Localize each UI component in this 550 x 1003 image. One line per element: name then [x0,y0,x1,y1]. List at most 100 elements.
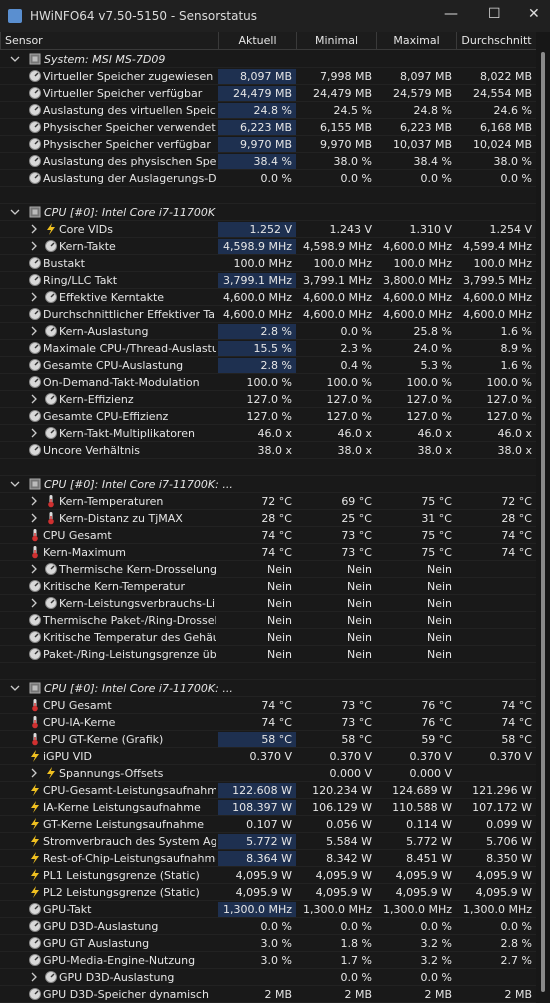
sensor-value: 0.0 % [340,172,372,185]
sensor-value: 1,300.0 MHz [218,902,296,917]
group-row[interactable]: CPU [#0]: Intel Core i7-11700K: ... [0,476,536,493]
sensor-row[interactable]: Thermische Paket-/Ring-Drosselung Nein Nei… [0,612,536,629]
sensor-row[interactable]: Physischer Speicher verwendet 6,223 MB 6,1… [0,119,536,136]
sensor-row[interactable]: Gesamte CPU-Effizienz 127.0 % 127.0 % 127.0… [0,408,536,425]
sensor-row[interactable]: iGPU VID 0.370 V 0.370 V 0.370 V 0.370 V [0,748,536,765]
sensor-row[interactable]: GPU D3D-Auslastung 0.0 % 0.0 % 0.0 % 0.0 % [0,918,536,935]
sensor-value: 74 °C [261,546,292,559]
sensor-row[interactable]: Uncore Verhältnis 38.0 x 38.0 x 38.0 x 38.0 … [0,442,536,459]
sensor-label: CPU GT-Kerne (Grafik) [43,733,164,746]
sensor-value: 8.451 W [406,852,452,865]
sensor-row[interactable]: Auslastung des virtuellen Speichers24.8 … [0,102,536,119]
sensor-row[interactable]: CPU-IA-Kerne 74 °C 73 °C 76 °C 74 °C [0,714,536,731]
sensor-row[interactable]: GPU-Takt 1,300.0 MHz 1,300.0 MHz 1,300.0 MH… [0,901,536,918]
sensor-value: 74 °C [261,716,292,729]
sensor-value: 38.0 % [333,155,372,168]
sensor-row[interactable]: Kern-Maximum 74 °C 73 °C 75 °C 74 °C [0,544,536,561]
sensor-row[interactable]: Rest-of-Chip-Leistungsaufnahme 8.364 W 8.3… [0,850,536,867]
sensor-value: 5.772 W [218,834,296,849]
sensor-label: CPU Gesamt [43,529,112,542]
sensor-row[interactable]: Kern-Temperaturen 72 °C 69 °C 75 °C 72 °C [0,493,536,510]
c-icon [29,342,41,354]
sensor-value: 0.0 % [260,920,292,933]
g-icon [29,682,41,694]
sensor-row[interactable]: Gesamte CPU-Auslastung 2.8 % 0.4 % 5.3 % 1.6… [0,357,536,374]
sensor-row[interactable]: Auslastung der Auslagerungs-Datei 0.0 % 0.… [0,170,536,187]
sensor-row[interactable]: GPU D3D-Speicher dynamisch 2 MB 2 MB 2 MB 2 … [0,986,536,1003]
sensor-row[interactable]: Physischer Speicher verfügbar 9,970 MB 9,9… [0,136,536,153]
sensor-row[interactable]: Kern-Takt-Multiplikatoren 46.0 x 46.0 x 46.… [0,425,536,442]
group-row[interactable]: System: MSI MS-7D09 [0,51,536,68]
sensor-value: 72 °C [501,495,532,508]
sensor-row[interactable]: PL2 Leistungsgrenze (Static) 4,095.9 W 4,0… [0,884,536,901]
sensor-value: Nein [266,563,292,576]
sensor-row[interactable]: Paket-/Ring-Leistungsgrenze übe... Nein Ne… [0,646,536,663]
sensor-value: 4,095.9 W [235,869,292,882]
sensor-row[interactable]: Kern-Distanz zu TjMAX 28 °C 25 °C 31 °C 28 °… [0,510,536,527]
maximize-button[interactable]: ☐ [488,6,501,22]
b-icon [31,852,39,864]
b-icon [31,801,39,813]
sensor-row[interactable]: GT-Kerne Leistungsaufnahme 0.107 W 0.056 W… [0,816,536,833]
group-row[interactable]: CPU [#0]: Intel Core i7-11700K [0,204,536,221]
sensor-row[interactable]: Spannungs-Offsets 0.000 V 0.000 V [0,765,536,782]
sensor-row[interactable]: Kern-Auslastung 2.8 % 0.0 % 25.8 % 1.6 % [0,323,536,340]
sensor-row[interactable]: Kritische Kern-Temperatur Nein Nein Nein [0,578,536,595]
sensor-row[interactable]: CPU Gesamt 74 °C 73 °C 76 °C 74 °C [0,697,536,714]
scroll-thumb[interactable] [541,52,545,992]
sensor-row[interactable]: Effektive Kerntakte 4,600.0 MHz 4,600.0 MH… [0,289,536,306]
sensor-value: 3,799.5 MHz [462,274,532,287]
sensor-row[interactable]: Thermische Kern-Drosselung Nein Nein Nein [0,561,536,578]
sensor-value: 74 °C [261,529,292,542]
column-title[interactable]: Maximal [376,32,456,49]
sensor-row[interactable]: IA-Kerne Leistungsaufnahme 108.397 W 106.1… [0,799,536,816]
sensor-row[interactable]: PL1 Leistungsgrenze (Static) 4,095.9 W 4,0… [0,867,536,884]
sensor-value: 100.0 % [326,376,372,389]
group-title: CPU [#0]: Intel Core i7-11700K [44,206,216,219]
sensor-value: 46.0 x [417,427,453,440]
sensor-value: 0.000 V [329,767,372,780]
sensor-row[interactable]: Durchschnittlicher Effektiver Takt 4,600.… [0,306,536,323]
sensor-row[interactable]: Stromverbrauch des System Agent5.772 W5.… [0,833,536,850]
minimize-button[interactable]: — [444,6,458,22]
column-title[interactable]: Sensor [0,32,218,49]
sensor-row[interactable]: Kritische Temperatur des Gehäus... Nein Ne… [0,629,536,646]
sensor-row[interactable]: CPU-Gesamt-Leistungsaufnahme 122.608 W 120… [0,782,536,799]
column-header: Sensor Aktuell Minimal Maximal Durchschnitt [0,32,536,50]
sensor-value: Nein [426,563,452,576]
sensor-value: 10,024 MB [472,138,532,151]
sensor-row[interactable]: CPU Gesamt 74 °C 73 °C 75 °C 74 °C [0,527,536,544]
group-title: System: MSI MS-7D09 [44,53,166,66]
sensor-row[interactable]: On-Demand-Takt-Modulation 100.0 % 100.0 % 1… [0,374,536,391]
close-button[interactable]: ✕ [528,6,540,22]
column-title[interactable]: Durchschnitt [456,32,536,49]
sensor-label: Kern-Distanz zu TjMAX [59,512,183,525]
sensor-row[interactable]: Kern-Leistungsverbrauchs-Li... Nein Nein Ne… [0,595,536,612]
sensor-value: 1.252 V [218,222,296,237]
sensor-value: 0.056 W [326,818,372,831]
sensor-value: Nein [346,563,372,576]
sensor-value: 24.8 % [218,103,296,118]
sensor-value: 100.0 MHz [393,257,452,270]
column-title[interactable]: Minimal [296,32,376,49]
sensor-row[interactable]: Maximale CPU-/Thread-Auslastung 15.5 % 2.3… [0,340,536,357]
sensor-value: 6,223 MB [218,120,296,135]
sensor-value: 2.8 % [500,937,532,950]
sensor-row[interactable]: Bustakt 100.0 MHz 100.0 MHz 100.0 MHz 100.0 … [0,255,536,272]
c-icon [29,257,41,269]
group-row[interactable]: CPU [#0]: Intel Core i7-11700K: ... [0,680,536,697]
column-title[interactable]: Aktuell [218,32,296,49]
sensor-row[interactable]: GPU GT Auslastung 3.0 % 1.8 % 3.2 % 2.8 % [0,935,536,952]
sensor-row[interactable]: Virtueller Speicher verfügbar 24,479 MB 24… [0,85,536,102]
sensor-row[interactable]: Ring/LLC Takt 3,799.1 MHz 3,799.1 MHz 3,800… [0,272,536,289]
sensor-row[interactable]: Kern-Takte 4,598.9 MHz 4,598.9 MHz 4,600.0 … [0,238,536,255]
sensor-row[interactable]: GPU D3D-Auslastung 0.0 % 0.0 % [0,969,536,986]
sensor-row[interactable]: GPU-Media-Engine-Nutzung 3.0 % 1.7 % 3.2 % 2… [0,952,536,969]
sensor-row[interactable]: Virtueller Speicher zugewiesen 8,097 MB 7,… [0,68,536,85]
sensor-row[interactable]: Core VIDs 1.252 V 1.243 V 1.310 V 1.254 V [0,221,536,238]
sensor-value: 4,598.9 MHz [218,239,296,254]
sensor-row[interactable]: Auslastung des physischen Speic...38.4 %… [0,153,536,170]
sensor-row[interactable]: Kern-Effizienz 127.0 % 127.0 % 127.0 % 127.0… [0,391,536,408]
sensor-row[interactable]: CPU GT-Kerne (Grafik) 58 °C 58 °C 59 °C 58 °… [0,731,536,748]
